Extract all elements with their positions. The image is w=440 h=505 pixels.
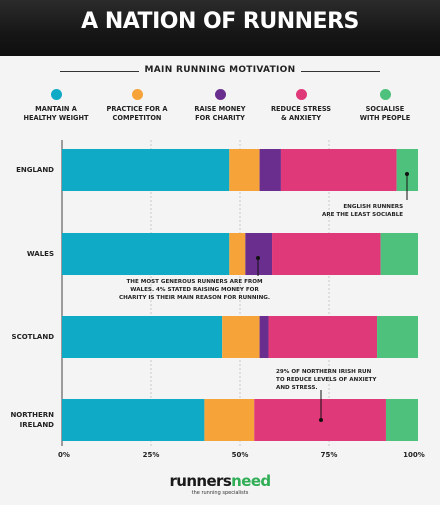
x-tick-label: 75% (320, 451, 338, 459)
subtitle-rule-right (290, 71, 380, 72)
legend-label: MANTAIN A HEALTHY WEIGHT (23, 105, 89, 122)
header-banner: A NATION OF RUNNERS (0, 0, 440, 56)
legend-swatch (295, 89, 307, 100)
page-title: A NATION OF RUNNERS (81, 9, 359, 34)
legend-swatch (131, 89, 143, 100)
legend-swatch (214, 89, 226, 100)
legend-swatch (379, 89, 391, 100)
legend-label: REDUCE STRESS & ANXIETY (270, 105, 332, 122)
annotation-northern-ireland: 29% OF NORTHERN IRISH RUN TO REDUCE LEVE… (276, 369, 377, 391)
category-label: WALES (26, 250, 54, 258)
bar-segment (222, 316, 260, 358)
legend-item: RAISE MONEY FOR CHARITY (174, 89, 266, 123)
bar-segment (268, 316, 378, 358)
bar-segment (280, 149, 397, 191)
subtitle-rule-left (60, 71, 150, 72)
x-tick-label: 50% (231, 451, 249, 459)
category-label: NORTHERN IRELAND (10, 411, 54, 429)
bar-segment (396, 149, 418, 191)
annotation-wales: THE MOST GENEROUS RUNNERS ARE FROM WALES… (119, 279, 271, 301)
brand-tagline: the running specialists (191, 490, 249, 496)
bar-segment (385, 399, 418, 441)
bar-segment (62, 233, 230, 275)
legend-item: MANTAIN A HEALTHY WEIGHT (10, 89, 102, 123)
annotation-dot (405, 172, 409, 176)
x-tick-label: 100% (403, 451, 425, 459)
bar-segment (272, 233, 381, 275)
chart-subtitle: MAIN RUNNING MOTIVATION (0, 65, 440, 75)
bar-segment (229, 233, 246, 275)
bar-segment (245, 233, 273, 275)
x-tick-label: 0% (58, 451, 70, 459)
category-label: SCOTLAND (11, 333, 54, 341)
legend-swatch (50, 89, 62, 100)
legend-label: RAISE MONEY FOR CHARITY (194, 105, 246, 122)
bar-segment (229, 149, 260, 191)
brand-logo: runnersneed (169, 472, 271, 490)
bar-segment (377, 316, 418, 358)
bar-segment (62, 316, 223, 358)
legend-item: SOCIALISE WITH PEOPLE (339, 89, 431, 123)
bar-segment (380, 233, 418, 275)
bar-segment (259, 149, 281, 191)
legend-item: PRACTICE FOR A COMPETITON (91, 89, 183, 123)
legend-label: PRACTICE FOR A COMPETITON (106, 105, 168, 122)
legend-label: SOCIALISE WITH PEOPLE (359, 105, 411, 122)
annotation-dot (256, 256, 260, 260)
category-label: ENGLAND (16, 166, 54, 174)
legend-item: REDUCE STRESS & ANXIETY (255, 89, 347, 123)
bar-segment (62, 399, 205, 441)
bar-segment (259, 316, 269, 358)
annotation-dot (319, 418, 323, 422)
x-tick-label: 25% (142, 451, 160, 459)
bar-segment (204, 399, 255, 441)
annotation-england: ENGLISH RUNNERS ARE THE LEAST SOCIABLE (322, 204, 404, 218)
bar-segment (62, 149, 230, 191)
